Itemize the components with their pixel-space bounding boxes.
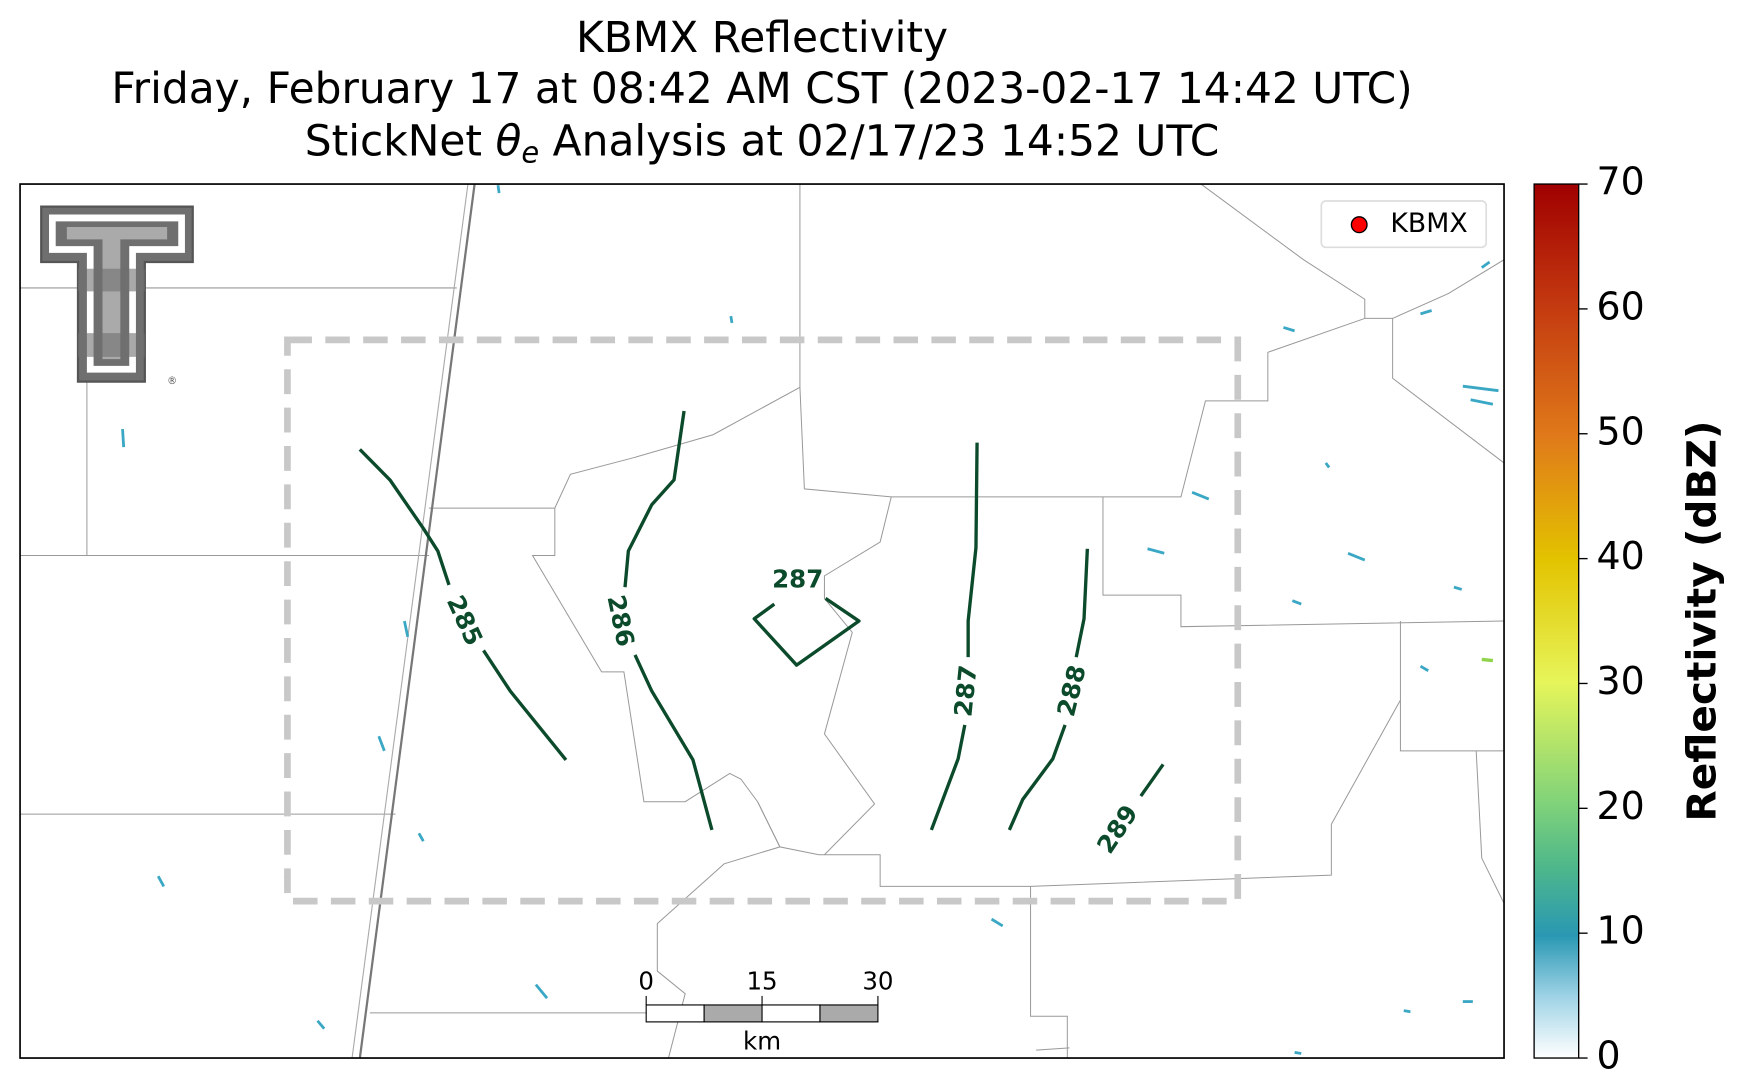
title-symbol: θ <box>495 116 521 166</box>
contour-line <box>482 649 568 762</box>
scale-segment <box>645 1004 705 1023</box>
logo-mark: ® <box>167 376 177 387</box>
scale-segment <box>761 1004 821 1023</box>
colorbar-tick-label: 10 <box>1597 909 1645 953</box>
title-subscript: e <box>521 136 539 170</box>
contour-line <box>1007 724 1067 831</box>
map-area: 285 286 287 287 288 289 ® KBMX km 0 15 30 <box>20 184 1505 1059</box>
scale-segment <box>819 1004 879 1023</box>
scale-tick-label: 0 <box>638 966 654 995</box>
scale-segment <box>703 1004 763 1023</box>
colorbar-label: Reflectivity (dBZ) <box>1679 421 1726 822</box>
title-line: Friday, February 17 at 08:42 AM CST (202… <box>111 64 1412 114</box>
analysis-domain <box>284 336 1242 905</box>
scale-bar: km 0 15 30 <box>638 966 893 1055</box>
title-text: StickNet <box>305 116 496 166</box>
scale-tick-label: 15 <box>746 966 777 995</box>
contour-line <box>752 597 861 667</box>
contour-line <box>1139 763 1165 798</box>
contour-label: 287 <box>949 664 983 719</box>
contour-line <box>1074 548 1090 658</box>
contour-line <box>929 724 967 831</box>
colorbar-tick-label: 40 <box>1597 534 1645 578</box>
title-line: KBMX Reflectivity <box>576 13 948 63</box>
colorbar: Reflectivity (dBZ) 0 10 20 30 40 50 60 70 <box>1533 159 1726 1078</box>
legend: KBMX <box>1320 200 1488 249</box>
colorbar-tick-label: 30 <box>1597 659 1645 703</box>
map-background <box>20 184 1505 1059</box>
state-line <box>351 184 469 1059</box>
contour-line <box>358 448 451 586</box>
contour-line <box>966 442 979 658</box>
legend-label: KBMX <box>1390 208 1467 239</box>
colorbar-tick-label: 50 <box>1597 409 1645 453</box>
contour-label: 287 <box>772 564 823 593</box>
legend-marker <box>1350 216 1368 234</box>
colorbar-ramp <box>1533 183 1580 1059</box>
colorbar-tick-label: 70 <box>1597 159 1645 203</box>
map-frame <box>19 183 1505 1059</box>
state-line <box>358 184 476 1059</box>
title-text: Analysis at 02/17/23 14:52 UTC <box>539 116 1219 166</box>
contour-line <box>633 654 714 831</box>
colorbar-tick-label: 60 <box>1597 284 1645 328</box>
colorbar-tick-label: 0 <box>1597 1033 1621 1077</box>
legend-box <box>1320 200 1488 249</box>
colorbar-tick-label: 20 <box>1597 784 1645 828</box>
contour-line <box>623 410 686 588</box>
scale-tick-label: 30 <box>862 966 893 995</box>
title-line: StickNet θe Analysis at 02/17/23 14:52 U… <box>305 116 1220 170</box>
logo: ® <box>40 205 194 387</box>
scale-unit: km <box>743 1026 781 1055</box>
county-lines <box>20 184 1505 1059</box>
